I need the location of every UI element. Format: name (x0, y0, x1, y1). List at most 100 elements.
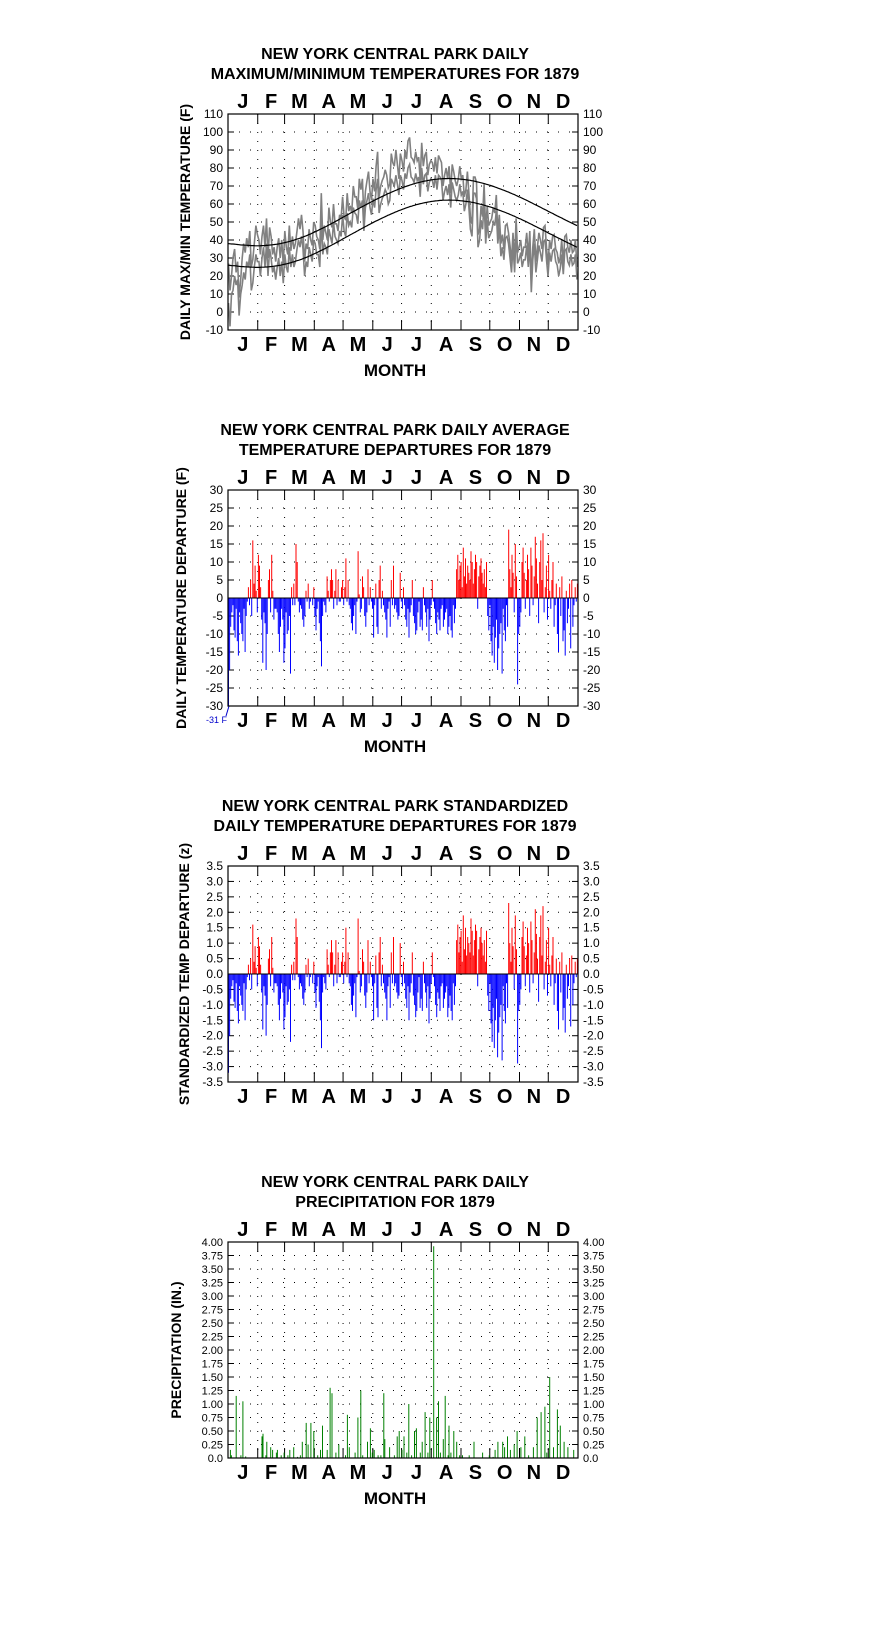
y-tick-label-left: 0.0 (206, 967, 223, 981)
y-tick-label-left: 25 (210, 501, 224, 515)
y-tick-label-right: 0 (583, 591, 590, 605)
y-tick-label-right: 20 (583, 519, 597, 533)
y-tick-label-left: 3.25 (202, 1278, 223, 1290)
month-label-top: O (497, 843, 513, 865)
y-tick-label-right: 1.00 (583, 1399, 604, 1411)
y-tick-label-right: 1.5 (583, 921, 600, 935)
y-tick-label-right: 2.5 (583, 890, 600, 904)
y-tick-label-left: 1.5 (206, 921, 223, 935)
month-label-bottom: J (237, 334, 248, 356)
y-tick-label-left: 0.75 (202, 1413, 223, 1425)
y-tick-label-right: 1.75 (583, 1359, 604, 1371)
y-tick-label-left: 1.0 (206, 936, 223, 950)
month-label-top: J (382, 1219, 393, 1241)
y-tick-label-right: -30 (583, 699, 601, 713)
y-tick-label-right: 1.0 (583, 936, 600, 950)
y-tick-label-right: 30 (583, 251, 597, 265)
y-tick-label-left: 3.5 (206, 859, 223, 873)
y-axis-label: DAILY MAX/MIN TEMPERATURE (F) (177, 104, 193, 340)
month-label-bottom: M (291, 1462, 308, 1484)
y-tick-label-right: 10 (583, 287, 597, 301)
month-label-bottom: M (291, 334, 308, 356)
y-tick-label-right: 0.75 (583, 1413, 604, 1425)
month-label-bottom: N (527, 1462, 541, 1484)
series-normal-max (228, 177, 578, 247)
y-tick-label-left: 40 (210, 233, 224, 247)
month-label-bottom: N (527, 710, 541, 732)
y-tick-label-right: 10 (583, 555, 597, 569)
y-tick-label-left: 30 (210, 483, 224, 497)
y-tick-label-left: -2.0 (202, 1029, 223, 1043)
y-axis-label: PRECIPITATION (IN.) (168, 1281, 184, 1418)
y-tick-label-right: -10 (583, 627, 601, 641)
plot-frame (227, 1241, 579, 1459)
y-tick-label-left: -1.0 (202, 998, 223, 1012)
month-label-top: J (237, 467, 248, 489)
month-label-bottom: S (469, 334, 482, 356)
chart-3: NEW YORK CENTRAL PARK STANDARDIZED DAILY … (176, 798, 604, 1108)
chart-title-line: NEW YORK CENTRAL PARK DAILY AVERAGE (220, 422, 570, 439)
y-tick-label-left: 4.00 (202, 1237, 223, 1249)
x-axis-label: MONTH (364, 737, 426, 756)
month-label-bottom: O (497, 334, 513, 356)
chart-2: NEW YORK CENTRAL PARK DAILY AVERAGE TEMPE… (173, 422, 601, 756)
month-label-bottom: J (237, 1086, 248, 1108)
y-tick-label-left: -20 (206, 663, 224, 677)
month-label-top: O (497, 91, 513, 113)
y-tick-label-left: -1.5 (202, 1013, 223, 1027)
plot-frame (227, 113, 579, 331)
y-tick-label-left: 2.50 (202, 1318, 223, 1330)
month-label-top: J (382, 467, 393, 489)
month-label-top: F (265, 1219, 277, 1241)
month-label-bottom: J (382, 1462, 393, 1484)
y-tick-label-left: 20 (210, 519, 224, 533)
month-label-bottom: F (265, 1462, 277, 1484)
y-tick-label-right: -0.5 (583, 982, 604, 996)
y-tick-label-left: 2.25 (202, 1332, 223, 1344)
y-tick-label-right: 4.00 (583, 1237, 604, 1249)
month-label-bottom: J (411, 334, 422, 356)
month-label-bottom: O (497, 1086, 513, 1108)
y-tick-label-right: 80 (583, 161, 597, 175)
month-label-top: J (411, 1219, 422, 1241)
y-tick-label-right: 50 (583, 215, 597, 229)
month-label-bottom: J (237, 1462, 248, 1484)
month-label-bottom: J (382, 710, 393, 732)
y-tick-label-left: 100 (203, 125, 223, 139)
month-label-bottom: A (439, 710, 453, 732)
month-label-top: A (439, 843, 453, 865)
month-label-top: M (350, 91, 367, 113)
series-observed-min (227, 161, 578, 327)
y-tick-label-right: -3.5 (583, 1075, 604, 1089)
month-label-bottom: J (237, 710, 248, 732)
y-tick-label-right: 2.75 (583, 1305, 604, 1317)
month-label-bottom: S (469, 710, 482, 732)
chart-title-line: PRECIPITATION FOR 1879 (295, 1194, 495, 1211)
y-tick-label-right: 90 (583, 143, 597, 157)
month-label-bottom: J (382, 334, 393, 356)
month-label-top: S (469, 91, 482, 113)
y-tick-label-left: -5 (212, 609, 223, 623)
month-label-bottom: A (321, 1462, 335, 1484)
month-label-top: A (321, 1219, 335, 1241)
y-tick-label-left: -10 (206, 627, 224, 641)
month-label-top: O (497, 1219, 513, 1241)
y-tick-label-right: 0.25 (583, 1440, 604, 1452)
y-tick-label-right: 3.0 (583, 874, 600, 888)
month-label-top: M (350, 467, 367, 489)
y-tick-label-right: -20 (583, 663, 601, 677)
month-label-top: A (321, 467, 335, 489)
y-tick-label-left: 1.25 (202, 1386, 223, 1398)
month-label-bottom: J (382, 1086, 393, 1108)
y-tick-label-right: 1.50 (583, 1372, 604, 1384)
y-tick-label-left: 0.25 (202, 1440, 223, 1452)
y-tick-label-right: -1.0 (583, 998, 604, 1012)
y-tick-label-left: 5 (216, 573, 223, 587)
y-tick-label-left: 30 (210, 251, 224, 265)
y-tick-label-right: -2.5 (583, 1044, 604, 1058)
y-tick-label-left: 2.00 (202, 1345, 223, 1357)
month-label-bottom: M (350, 334, 367, 356)
y-tick-label-left: -25 (206, 681, 224, 695)
month-label-top: J (411, 843, 422, 865)
chart-title-line: DAILY TEMPERATURE DEPARTURES FOR 1879 (213, 818, 576, 835)
